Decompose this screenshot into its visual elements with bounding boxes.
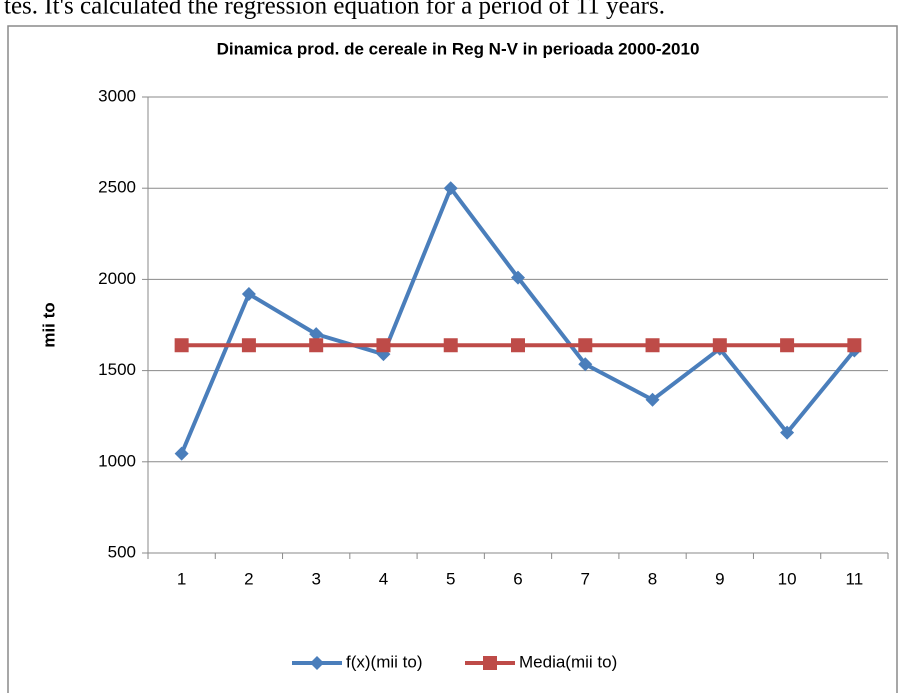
legend-marker <box>310 656 324 670</box>
y-tick-label: 1000 <box>98 451 136 470</box>
data-point <box>309 338 324 353</box>
x-tick-label: 2 <box>244 569 253 588</box>
x-tick-label: 6 <box>513 569 522 588</box>
body-text: tes. It's calculated the regression equa… <box>4 0 665 20</box>
x-tick-label: 11 <box>846 569 864 588</box>
data-point <box>712 338 727 353</box>
data-point <box>376 338 391 353</box>
y-tick-label: 500 <box>108 542 136 561</box>
y-tick-label: 2500 <box>98 178 136 197</box>
x-tick-label: 3 <box>311 569 320 588</box>
data-point <box>241 286 256 301</box>
data-point <box>443 338 458 353</box>
legend-label: f(x)(mii to) <box>346 652 422 671</box>
data-point <box>645 338 660 353</box>
legend-label: Media(mii to) <box>519 652 617 671</box>
y-tick-label: 1500 <box>98 360 136 379</box>
x-tick-label: 8 <box>648 569 657 588</box>
x-tick-label: 9 <box>715 569 724 588</box>
data-point <box>241 338 256 353</box>
x-tick-label: 1 <box>177 569 186 588</box>
y-axis-label: mii to <box>39 302 58 347</box>
data-point <box>443 181 458 196</box>
chart-title: Dinamica prod. de cereale in Reg N-V in … <box>217 39 700 58</box>
data-point <box>780 425 795 440</box>
y-tick-label: 2000 <box>98 269 136 288</box>
data-point <box>645 392 660 407</box>
data-point <box>174 338 189 353</box>
data-point <box>309 327 324 342</box>
x-tick-label: 5 <box>446 569 455 588</box>
x-tick-label: 7 <box>581 569 590 588</box>
data-point <box>174 446 189 461</box>
x-tick-label: 10 <box>778 569 797 588</box>
data-point <box>511 270 525 285</box>
data-point <box>511 338 525 353</box>
data-point <box>578 357 593 372</box>
chart-frame <box>7 25 898 693</box>
data-point <box>847 338 862 353</box>
data-point <box>780 338 795 353</box>
legend-marker <box>483 656 497 670</box>
x-tick-label: 4 <box>379 569 388 588</box>
data-point <box>578 338 593 353</box>
y-tick-label: 3000 <box>98 86 136 105</box>
